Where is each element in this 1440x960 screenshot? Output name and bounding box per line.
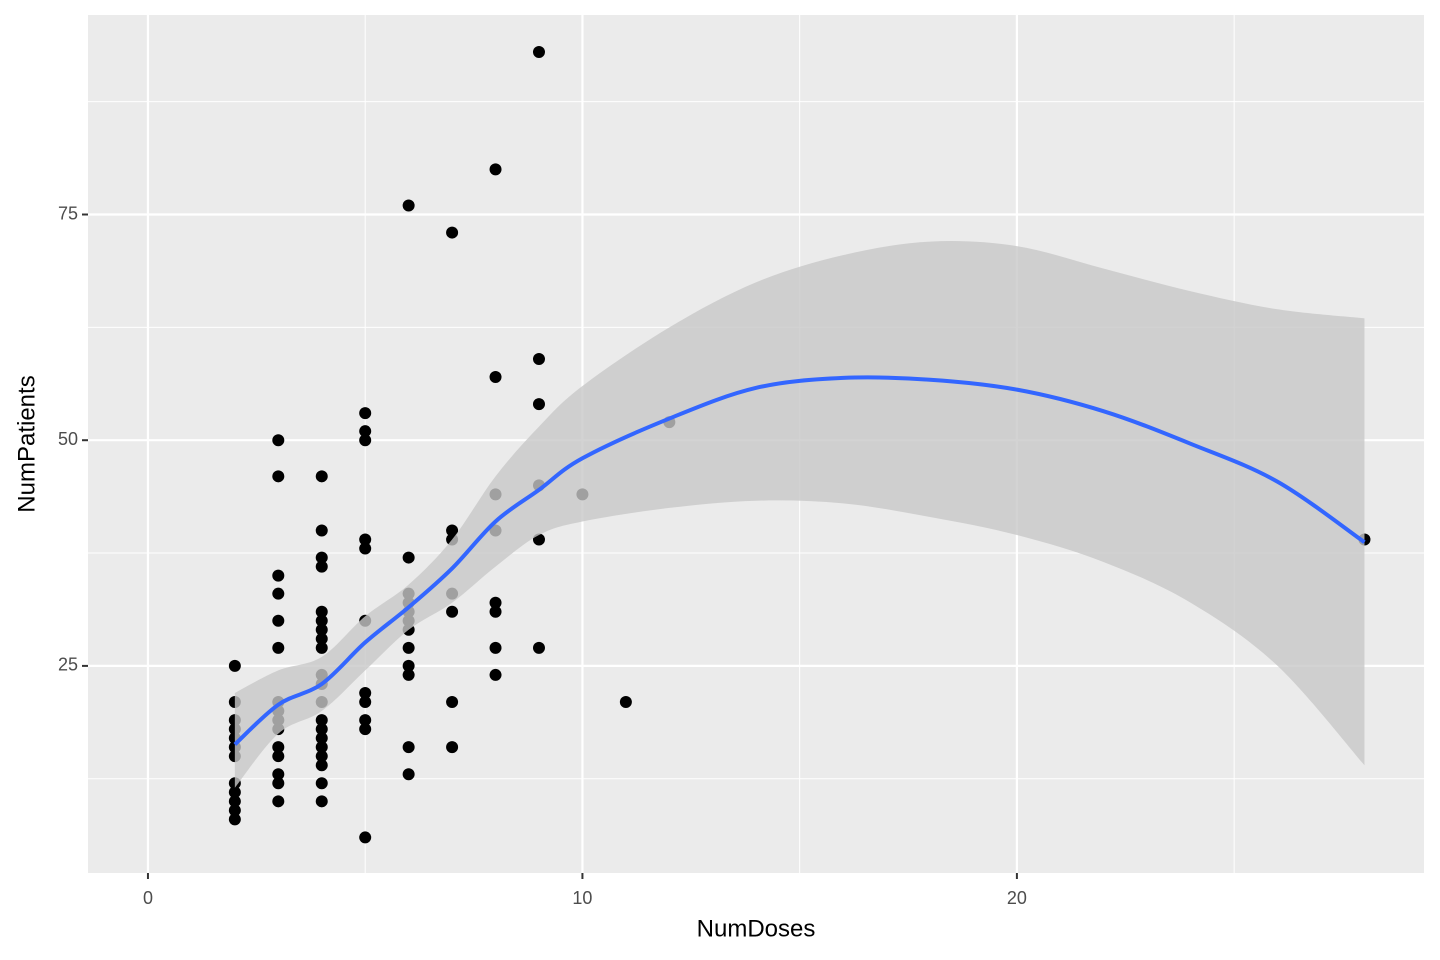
point [359,696,372,709]
point [228,804,241,817]
point [272,768,285,781]
point [359,714,372,727]
y-axis-title: NumPatients [13,375,40,512]
point [272,470,285,483]
point [402,199,415,212]
point [532,352,545,365]
point [359,542,372,555]
point [272,641,285,654]
point [315,777,328,790]
point [489,605,502,618]
point [359,434,372,447]
point [402,641,415,654]
point [315,714,328,727]
point [489,641,502,654]
point [619,696,632,709]
point [446,226,459,239]
x-tick-label: 10 [572,888,592,908]
point [315,723,328,736]
point [315,605,328,618]
point [272,587,285,600]
point [489,163,502,176]
point [402,668,415,681]
point [228,659,241,672]
point [228,813,241,826]
y-tick-label: 50 [58,429,78,449]
point [532,641,545,654]
point [315,632,328,645]
point [315,750,328,763]
point [315,795,328,808]
point [359,407,372,420]
point [228,786,241,799]
point [315,560,328,573]
point [446,741,459,754]
point [272,434,285,447]
point [315,623,328,636]
point [228,795,241,808]
x-tick-label: 0 [143,888,153,908]
point [315,524,328,537]
point [315,641,328,654]
point [315,732,328,745]
point [359,831,372,844]
point [446,696,459,709]
point [359,533,372,546]
point [532,398,545,411]
y-tick-label: 75 [58,203,78,223]
point [446,605,459,618]
point [315,741,328,754]
point [532,46,545,59]
point [359,686,372,699]
point [489,371,502,384]
point [272,777,285,790]
x-axis-title: NumDoses [697,915,816,942]
point [272,569,285,582]
point [359,723,372,736]
point [272,795,285,808]
point [272,741,285,754]
point [272,750,285,763]
point [402,659,415,672]
point [315,614,328,627]
confidence-band [234,241,1365,788]
point [272,614,285,627]
point [315,470,328,483]
point [489,668,502,681]
y-tick-label: 25 [58,655,78,675]
point [402,551,415,564]
x-tick-label: 20 [1007,888,1027,908]
point [315,759,328,772]
point [315,551,328,564]
point [359,425,372,438]
point [489,596,502,609]
point [402,768,415,781]
point [402,741,415,754]
smooth-line [233,375,1366,746]
point [446,524,459,537]
